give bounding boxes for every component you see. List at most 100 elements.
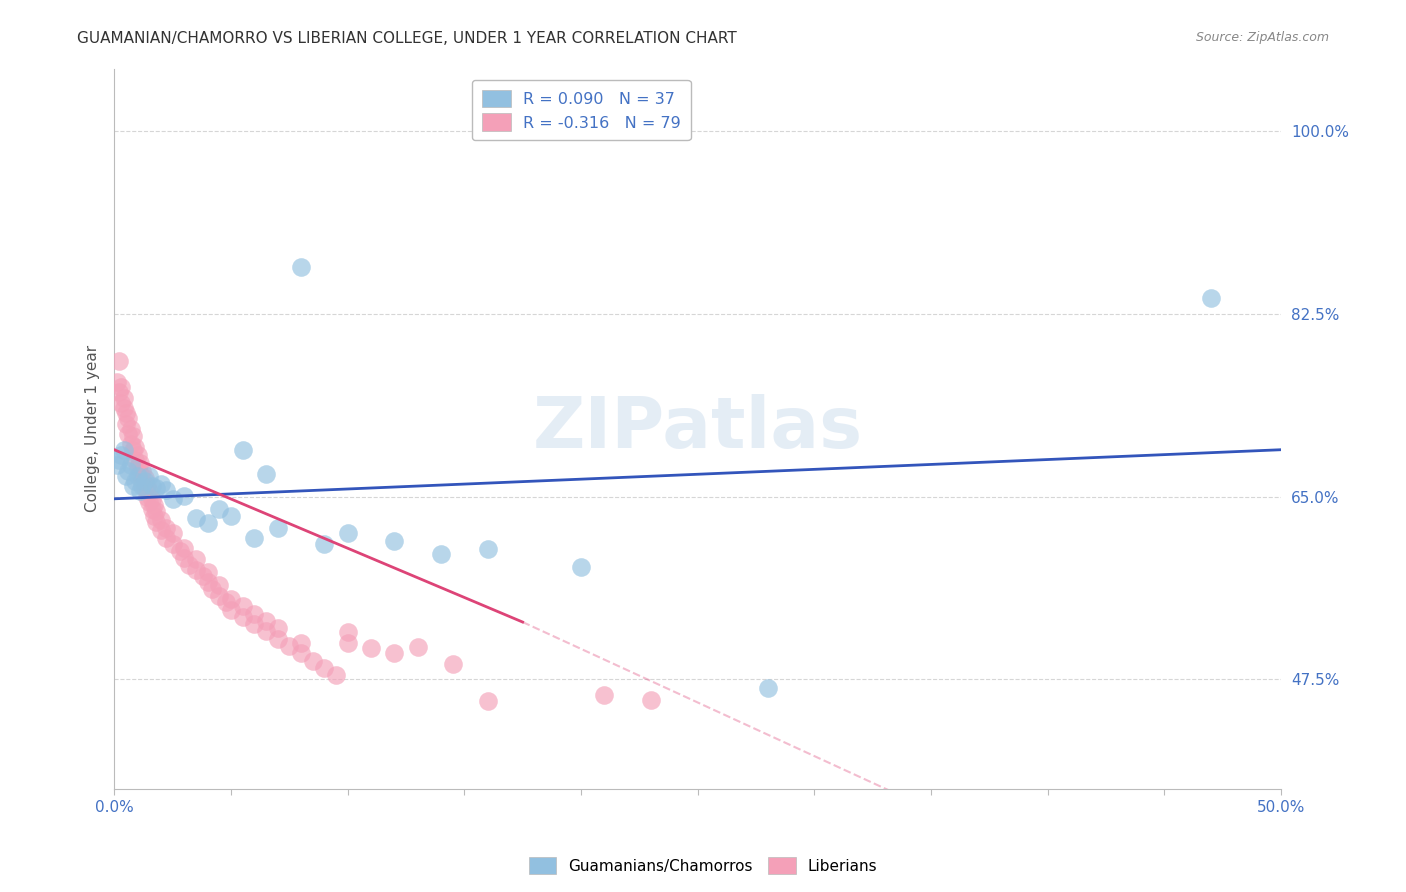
Point: [134, 481, 156, 495]
Point: [127, 468, 149, 483]
Point: [266, 621, 288, 635]
Point: [141, 491, 163, 506]
Point: [162, 491, 184, 506]
Point: [232, 610, 254, 624]
Point: [112, 442, 135, 457]
Point: [110, 380, 132, 394]
Point: [115, 406, 138, 420]
Point: [173, 541, 195, 555]
Point: [134, 471, 156, 485]
Point: [117, 427, 139, 442]
Point: [145, 515, 167, 529]
Point: [201, 582, 224, 596]
Point: [141, 502, 163, 516]
Point: [142, 498, 165, 512]
Point: [162, 526, 184, 541]
Point: [184, 563, 207, 577]
Point: [266, 632, 288, 646]
Point: [243, 617, 266, 632]
Point: [120, 437, 142, 451]
Point: [266, 521, 288, 535]
Point: [441, 657, 464, 671]
Point: [108, 354, 131, 368]
Point: [290, 636, 312, 650]
Point: [569, 559, 592, 574]
Point: [112, 391, 135, 405]
Point: [184, 510, 207, 524]
Point: [382, 646, 405, 660]
Point: [477, 694, 499, 708]
Point: [382, 533, 405, 548]
Point: [115, 417, 138, 431]
Point: [208, 578, 231, 592]
Point: [184, 552, 207, 566]
Point: [243, 607, 266, 621]
Point: [325, 668, 347, 682]
Point: [232, 442, 254, 457]
Y-axis label: College, Under 1 year: College, Under 1 year: [86, 345, 100, 512]
Point: [142, 508, 165, 523]
Point: [115, 468, 138, 483]
Point: [128, 484, 150, 499]
Point: [117, 464, 139, 478]
Point: [640, 693, 662, 707]
Point: [477, 541, 499, 556]
Point: [134, 474, 156, 488]
Point: [149, 513, 172, 527]
Point: [128, 467, 150, 481]
Point: [145, 504, 167, 518]
Point: [124, 474, 146, 488]
Point: [208, 589, 231, 603]
Point: [254, 624, 277, 639]
Point: [278, 639, 301, 653]
Text: GUAMANIAN/CHAMORRO VS LIBERIAN COLLEGE, UNDER 1 YEAR CORRELATION CHART: GUAMANIAN/CHAMORRO VS LIBERIAN COLLEGE, …: [77, 31, 737, 46]
Point: [208, 502, 231, 516]
Legend: Guamanians/Chamorros, Liberians: Guamanians/Chamorros, Liberians: [523, 851, 883, 880]
Point: [301, 654, 323, 668]
Point: [254, 467, 277, 481]
Point: [120, 458, 142, 473]
Point: [145, 481, 167, 495]
Point: [169, 544, 191, 558]
Point: [155, 521, 177, 535]
Point: [127, 448, 149, 462]
Point: [219, 508, 242, 523]
Point: [314, 661, 336, 675]
Point: [124, 440, 146, 454]
Point: [108, 385, 131, 400]
Point: [173, 551, 195, 566]
Point: [336, 526, 359, 541]
Point: [138, 495, 160, 509]
Point: [197, 575, 219, 590]
Point: [162, 537, 184, 551]
Point: [105, 375, 128, 389]
Point: [336, 636, 359, 650]
Point: [173, 489, 195, 503]
Point: [232, 599, 254, 614]
Point: [110, 395, 132, 409]
Point: [430, 547, 453, 561]
Point: [155, 483, 177, 498]
Point: [254, 614, 277, 628]
Point: [593, 688, 616, 702]
Point: [219, 602, 242, 616]
Text: Source: ZipAtlas.com: Source: ZipAtlas.com: [1195, 31, 1329, 45]
Point: [120, 422, 142, 436]
Point: [138, 484, 160, 499]
Point: [314, 537, 336, 551]
Point: [149, 523, 172, 537]
Point: [135, 479, 157, 493]
Point: [290, 646, 312, 660]
Point: [360, 641, 382, 656]
Point: [131, 479, 153, 493]
Point: [215, 595, 238, 609]
Point: [191, 569, 214, 583]
Point: [112, 401, 135, 415]
Point: [128, 456, 150, 470]
Point: [290, 260, 312, 274]
Point: [135, 490, 157, 504]
Point: [121, 479, 143, 493]
Text: ZIPatlas: ZIPatlas: [533, 394, 863, 463]
Point: [1199, 291, 1222, 305]
Point: [243, 532, 266, 546]
